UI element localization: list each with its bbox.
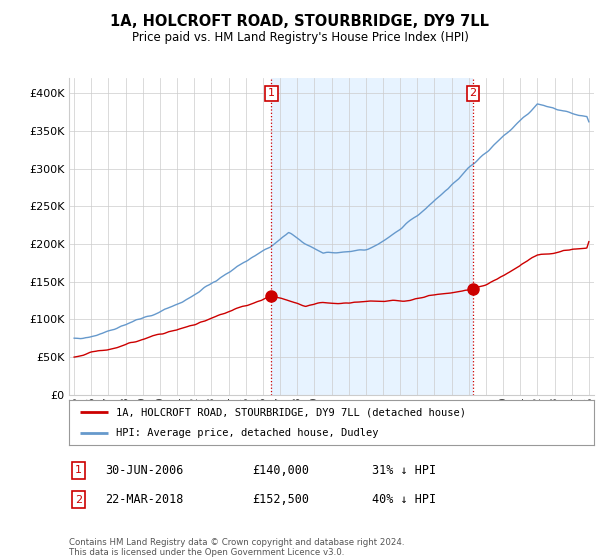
- Text: 1A, HOLCROFT ROAD, STOURBRIDGE, DY9 7LL: 1A, HOLCROFT ROAD, STOURBRIDGE, DY9 7LL: [110, 14, 490, 29]
- Text: 2: 2: [469, 88, 476, 99]
- Text: 31% ↓ HPI: 31% ↓ HPI: [372, 464, 436, 477]
- Text: 2: 2: [75, 494, 82, 505]
- Text: 22-MAR-2018: 22-MAR-2018: [105, 493, 184, 506]
- Text: £140,000: £140,000: [252, 464, 309, 477]
- Text: 30-JUN-2006: 30-JUN-2006: [105, 464, 184, 477]
- Bar: [271, 78, 473, 395]
- Text: 40% ↓ HPI: 40% ↓ HPI: [372, 493, 436, 506]
- Text: 1: 1: [75, 465, 82, 475]
- Text: Price paid vs. HM Land Registry's House Price Index (HPI): Price paid vs. HM Land Registry's House …: [131, 31, 469, 44]
- Text: 1A, HOLCROFT ROAD, STOURBRIDGE, DY9 7LL (detached house): 1A, HOLCROFT ROAD, STOURBRIDGE, DY9 7LL …: [116, 408, 466, 418]
- Text: HPI: Average price, detached house, Dudley: HPI: Average price, detached house, Dudl…: [116, 428, 379, 438]
- Text: £152,500: £152,500: [252, 493, 309, 506]
- Text: Contains HM Land Registry data © Crown copyright and database right 2024.
This d: Contains HM Land Registry data © Crown c…: [69, 538, 404, 557]
- Text: 1: 1: [268, 88, 275, 99]
